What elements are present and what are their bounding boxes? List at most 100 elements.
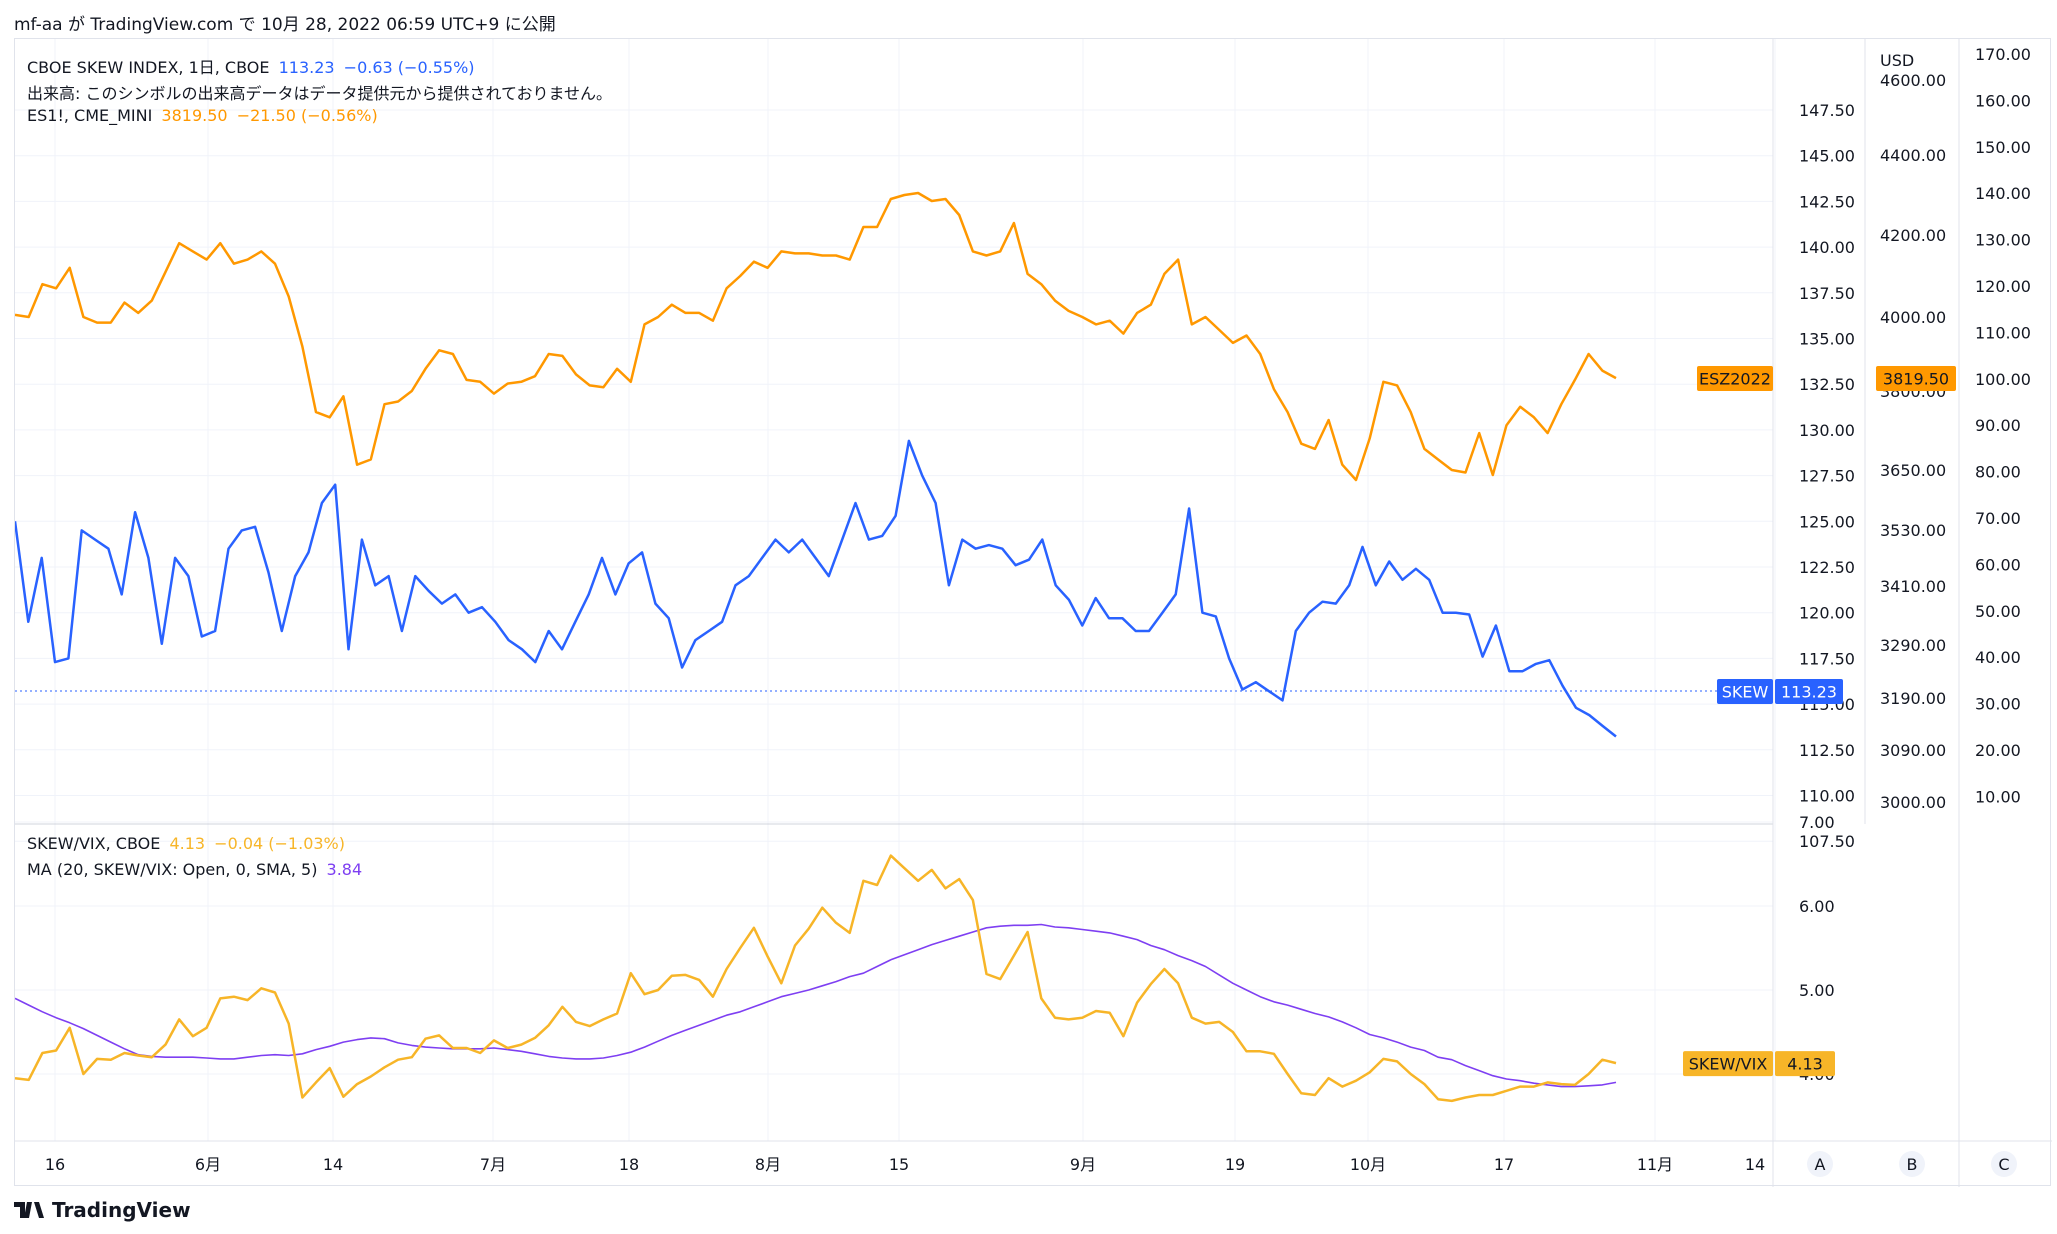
c-axis-tick: 160.00 bbox=[1975, 91, 2031, 110]
time-axis-tick: 11月 bbox=[1637, 1155, 1673, 1174]
c-axis-tick: 70.00 bbox=[1975, 509, 2021, 528]
skew-axis-tick: 110.00 bbox=[1799, 787, 1855, 806]
scale-button-b[interactable] bbox=[1899, 1151, 1925, 1177]
ratio-value-badge[interactable] bbox=[1775, 1051, 1835, 1077]
ratio-line[interactable] bbox=[15, 854, 1617, 1103]
grid-lines bbox=[15, 39, 1776, 1141]
skew-label-badge-text: SKEW bbox=[1722, 683, 1769, 702]
usd-axis-tick: 3090.00 bbox=[1880, 741, 1946, 760]
legend-ratio-value: 4.13 bbox=[169, 834, 206, 853]
skew-axis-tick: 147.50 bbox=[1799, 101, 1855, 120]
skew-line[interactable] bbox=[15, 439, 1617, 738]
time-axis-tick: 7月 bbox=[480, 1155, 506, 1174]
scale-button-a[interactable] bbox=[1807, 1151, 1833, 1177]
skew-axis-tick: 125.00 bbox=[1799, 512, 1855, 531]
scale-button-label: B bbox=[1907, 1155, 1918, 1174]
legend-es-name: ES1!, CME_MINI bbox=[27, 106, 153, 125]
esz-value-badge-text: 3819.50 bbox=[1883, 370, 1949, 389]
es-line[interactable] bbox=[15, 191, 1617, 482]
c-axis-tick: 120.00 bbox=[1975, 277, 2031, 296]
usd-axis-tick: 4400.00 bbox=[1880, 146, 1946, 165]
legend-volume[interactable]: 出来高: このシンボルの出来高データはデータ提供元から提供されておりません。 bbox=[27, 80, 616, 104]
skew-label-badge[interactable] bbox=[1717, 679, 1773, 704]
brand-name: TradingView bbox=[52, 1198, 191, 1222]
scale-button-c[interactable] bbox=[1991, 1151, 2017, 1177]
ratio-axis-tick: 6.00 bbox=[1799, 897, 1835, 916]
usd-axis-tick: 3290.00 bbox=[1880, 636, 1946, 655]
skew-axis-tick: 117.50 bbox=[1799, 649, 1855, 668]
time-axis-tick: 8月 bbox=[755, 1155, 781, 1174]
legend-volume-text: 出来高: このシンボルの出来高データはデータ提供元から提供されておりません。 bbox=[27, 84, 613, 103]
c-axis-tick: 10.00 bbox=[1975, 787, 2021, 806]
skew-axis-tick: 137.50 bbox=[1799, 284, 1855, 303]
usd-axis-tick: 4000.00 bbox=[1880, 308, 1946, 327]
legend-es[interactable]: ES1!, CME_MINI 3819.50 −21.50 (−0.56%) bbox=[27, 106, 382, 125]
legend-ratio-name: SKEW/VIX, CBOE bbox=[27, 834, 161, 853]
skew-axis-tick: 112.50 bbox=[1799, 741, 1855, 760]
skew-axis-tick: 127.50 bbox=[1799, 467, 1855, 486]
ratio-axis-tick: 5.00 bbox=[1799, 981, 1835, 1000]
time-axis-tick: 10月 bbox=[1350, 1155, 1386, 1174]
legend-es-change: −21.50 (−0.56%) bbox=[236, 106, 378, 125]
time-axis-tick: 14 bbox=[323, 1155, 343, 1174]
c-axis-tick: 110.00 bbox=[1975, 323, 2031, 342]
legend-ma-value: 3.84 bbox=[326, 860, 363, 879]
skew-axis-tick: 145.00 bbox=[1799, 147, 1855, 166]
usd-axis-tick: 3000.00 bbox=[1880, 793, 1946, 812]
usd-axis-tick: 3410.00 bbox=[1880, 577, 1946, 596]
skew-axis-tick: 135.00 bbox=[1799, 330, 1855, 349]
c-axis-tick: 170.00 bbox=[1975, 45, 2031, 64]
legend-ma-name: MA (20, SKEW/VIX: Open, 0, SMA, 5) bbox=[27, 860, 318, 879]
time-axis-tick: 9月 bbox=[1070, 1155, 1096, 1174]
c-axis-tick: 100.00 bbox=[1975, 370, 2031, 389]
scale-button-label: A bbox=[1815, 1155, 1826, 1174]
time-axis-tick: 14 bbox=[1745, 1155, 1765, 1174]
usd-axis-tick: 4600.00 bbox=[1880, 71, 1946, 90]
c-axis-tick: 140.00 bbox=[1975, 184, 2031, 203]
usd-axis-tick: 4200.00 bbox=[1880, 226, 1946, 245]
skew-value-badge[interactable] bbox=[1775, 679, 1843, 704]
usd-axis-tick: 3650.00 bbox=[1880, 461, 1946, 480]
legend-ma[interactable]: MA (20, SKEW/VIX: Open, 0, SMA, 5) 3.84 bbox=[27, 860, 366, 879]
time-axis-tick: 19 bbox=[1225, 1155, 1245, 1174]
skew-value-badge-text: 113.23 bbox=[1781, 683, 1837, 702]
esz-value-badge[interactable] bbox=[1876, 366, 1956, 392]
c-axis-tick: 130.00 bbox=[1975, 231, 2031, 250]
esz-label-badge-text: ESZ2022 bbox=[1699, 370, 1771, 389]
legend-skew-name: CBOE SKEW INDEX, 1日, CBOE bbox=[27, 58, 270, 77]
ratio-label-badge-text: SKEW/VIX bbox=[1689, 1055, 1768, 1074]
skew-axis-tick: 140.00 bbox=[1799, 238, 1855, 257]
usd-axis-label: USD bbox=[1880, 51, 1914, 70]
skew-axis-tick: 107.50 bbox=[1799, 832, 1855, 851]
c-axis-tick: 40.00 bbox=[1975, 648, 2021, 667]
c-axis-tick: 50.00 bbox=[1975, 602, 2021, 621]
time-axis-tick: 6月 bbox=[195, 1155, 221, 1174]
c-axis-tick: 60.00 bbox=[1975, 555, 2021, 574]
c-axis-tick: 30.00 bbox=[1975, 695, 2021, 714]
skew-axis-tick: 120.00 bbox=[1799, 604, 1855, 623]
legend-skew[interactable]: CBOE SKEW INDEX, 1日, CBOE 113.23 −0.63 (… bbox=[27, 54, 479, 78]
ratio-value-badge-text: 4.13 bbox=[1787, 1055, 1823, 1074]
time-axis-tick: 16 bbox=[45, 1155, 65, 1174]
time-axis-tick: 17 bbox=[1494, 1155, 1514, 1174]
skew-axis-tick: 142.50 bbox=[1799, 192, 1855, 211]
esz-label-badge[interactable] bbox=[1697, 366, 1773, 392]
ratio-axis-tick: 7.00 bbox=[1799, 813, 1835, 832]
c-axis-tick: 90.00 bbox=[1975, 416, 2021, 435]
chart-frame[interactable]: 147.50 145.00 142.50 140.00 137.50 135.00 132.… bbox=[14, 38, 2052, 1187]
time-axis-tick: 18 bbox=[619, 1155, 639, 1174]
ratio-label-badge[interactable] bbox=[1683, 1051, 1773, 1077]
chart-canvas[interactable]: 147.50145.00142.50140.00137.50135.00132.… bbox=[15, 39, 2052, 1187]
usd-axis-tick: 3530.00 bbox=[1880, 521, 1946, 540]
scale-button-label: C bbox=[1998, 1155, 2009, 1174]
legend-ratio[interactable]: SKEW/VIX, CBOE 4.13 −0.04 (−1.03%) bbox=[27, 834, 349, 853]
skew-axis-tick: 132.50 bbox=[1799, 375, 1855, 394]
tradingview-logo[interactable]: TradingView bbox=[14, 1198, 191, 1222]
skew-axis-tick: 122.50 bbox=[1799, 558, 1855, 577]
ma-line[interactable] bbox=[15, 923, 1617, 1088]
usd-axis-tick: 3190.00 bbox=[1880, 689, 1946, 708]
legend-skew-change: −0.63 (−0.55%) bbox=[343, 58, 475, 77]
c-axis-tick: 150.00 bbox=[1975, 138, 2031, 157]
legend-skew-value: 113.23 bbox=[278, 58, 335, 77]
legend-ratio-change: −0.04 (−1.03%) bbox=[214, 834, 345, 853]
